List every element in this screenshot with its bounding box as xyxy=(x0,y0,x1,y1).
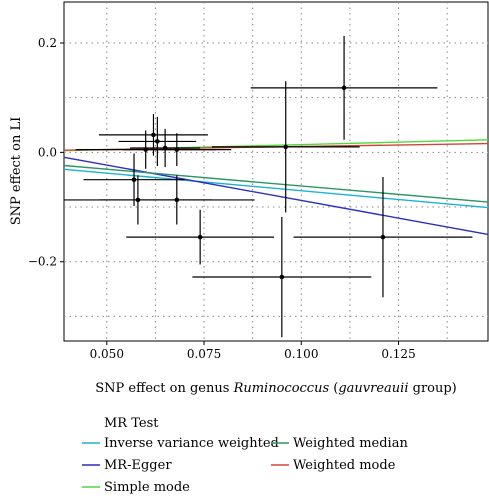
point-marker xyxy=(174,197,180,203)
x-axis-title: SNP effect on genus Ruminococcus (gauvre… xyxy=(95,381,457,396)
snp-point xyxy=(122,133,232,167)
y-tick-label: −0.2 xyxy=(28,255,57,269)
grid xyxy=(64,2,488,341)
snp-point xyxy=(126,209,275,265)
point-marker xyxy=(151,132,156,138)
legend-item: MR-Egger xyxy=(82,458,172,473)
x-axis-title-prefix: SNP effect on genus xyxy=(95,381,233,396)
x-tick-label: 0.125 xyxy=(381,347,415,361)
snp-point xyxy=(99,114,208,156)
legend-label: Simple mode xyxy=(104,480,190,495)
legend-item: Inverse variance weighted xyxy=(82,436,279,451)
x-axis-title-mid: ( xyxy=(329,381,338,396)
snp-point xyxy=(250,35,438,140)
point-marker xyxy=(197,234,203,240)
legend-label: Inverse variance weighted xyxy=(104,436,279,451)
legend-title: MR Test xyxy=(104,416,159,431)
line-inverse-variance-weighted xyxy=(63,168,489,209)
line-weighted-median xyxy=(63,164,489,203)
x-tick-label: 0.050 xyxy=(90,347,124,361)
legend-label: Weighted median xyxy=(293,436,408,451)
x-tick-label: 0.100 xyxy=(284,347,318,361)
data-points xyxy=(64,35,473,338)
axes: 0.050 0.075 0.100 0.125 −0.2 0.0 0.2 xyxy=(28,36,416,361)
line-mr-egger xyxy=(63,156,489,236)
y-tick-label: 0.0 xyxy=(38,145,57,159)
snp-point xyxy=(83,153,185,206)
y-axis-title: SNP effect on LI xyxy=(9,117,24,226)
point-marker xyxy=(380,234,386,240)
point-marker xyxy=(174,147,180,152)
legend-items: Inverse variance weighted MR-Egger Simple … xyxy=(82,436,408,495)
snp-point xyxy=(293,176,473,298)
x-axis-title-species: gauvreauii xyxy=(338,381,408,396)
legend-label: Weighted mode xyxy=(293,458,396,473)
point-marker xyxy=(341,85,347,91)
point-marker xyxy=(283,144,289,150)
legend: MR Test Inverse variance weighted MR-Egge… xyxy=(82,416,408,495)
point-marker xyxy=(131,177,137,183)
legend-label: MR-Egger xyxy=(104,458,172,473)
x-axis-title-genus: Ruminococcus xyxy=(233,381,330,396)
x-axis-title-suffix: group) xyxy=(408,381,456,396)
point-marker xyxy=(279,274,285,280)
x-tick-label: 0.075 xyxy=(187,347,221,361)
snp-point xyxy=(192,216,372,338)
snp-point xyxy=(118,116,197,167)
legend-item: Weighted mode xyxy=(271,458,396,473)
y-tick-label: 0.2 xyxy=(38,36,57,50)
point-marker xyxy=(155,139,160,144)
legend-item: Simple mode xyxy=(82,480,190,495)
legend-item: Weighted median xyxy=(271,436,408,451)
snp-point xyxy=(211,81,360,213)
snp-point xyxy=(99,175,255,225)
